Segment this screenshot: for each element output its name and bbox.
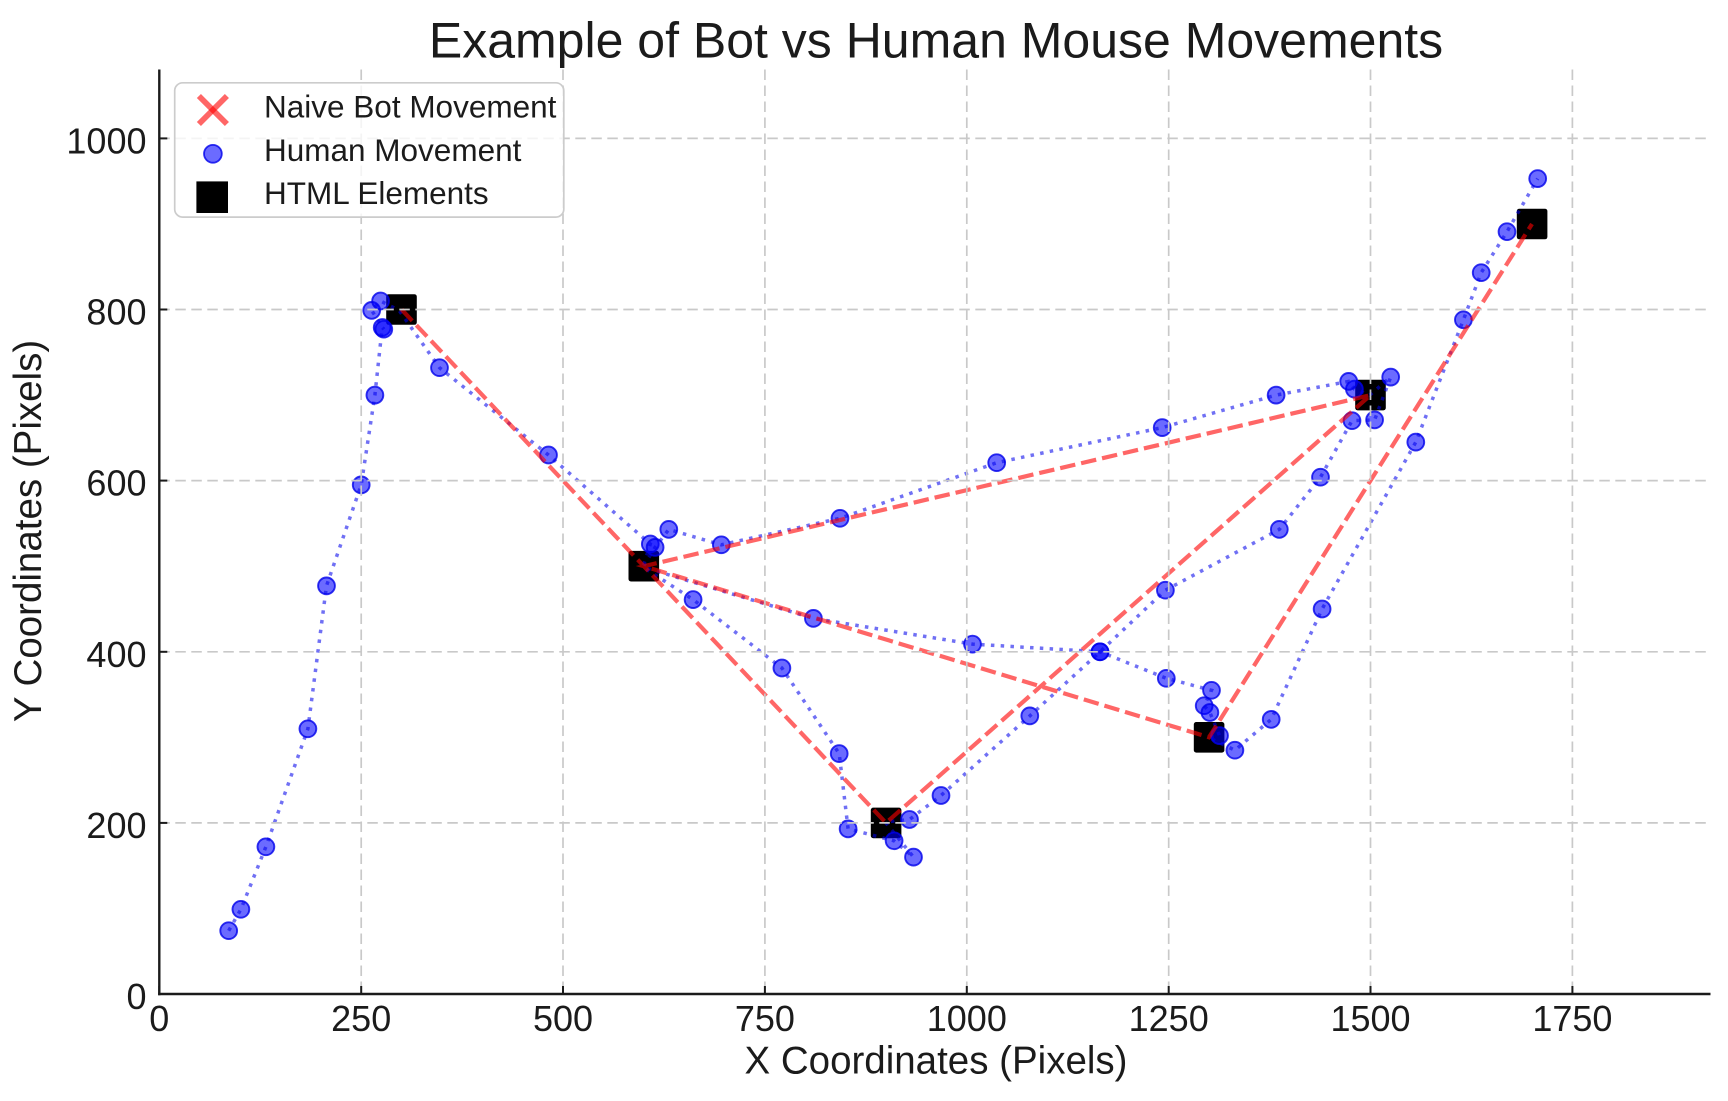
svg-text:X Coordinates (Pixels): X Coordinates (Pixels) xyxy=(744,1040,1127,1083)
svg-text:HTML Elements: HTML Elements xyxy=(264,175,489,211)
svg-text:500: 500 xyxy=(533,998,593,1039)
svg-text:1000: 1000 xyxy=(927,998,1007,1039)
svg-text:1750: 1750 xyxy=(1532,998,1612,1039)
svg-text:600: 600 xyxy=(86,463,146,504)
svg-text:Example of Bot vs Human Mouse: Example of Bot vs Human Mouse Movements xyxy=(429,13,1443,69)
svg-text:1000: 1000 xyxy=(66,120,146,161)
svg-text:1250: 1250 xyxy=(1129,998,1209,1039)
svg-text:0: 0 xyxy=(149,998,169,1039)
svg-text:Y Coordinates (Pixels): Y Coordinates (Pixels) xyxy=(7,340,50,722)
svg-text:250: 250 xyxy=(331,998,391,1039)
svg-text:400: 400 xyxy=(86,634,146,675)
svg-text:1500: 1500 xyxy=(1330,998,1410,1039)
svg-text:200: 200 xyxy=(86,805,146,846)
svg-text:Naive Bot Movement: Naive Bot Movement xyxy=(264,89,557,125)
svg-text:800: 800 xyxy=(86,292,146,333)
svg-text:Human Movement: Human Movement xyxy=(264,132,522,168)
svg-text:750: 750 xyxy=(735,998,795,1039)
svg-text:0: 0 xyxy=(126,976,146,1017)
